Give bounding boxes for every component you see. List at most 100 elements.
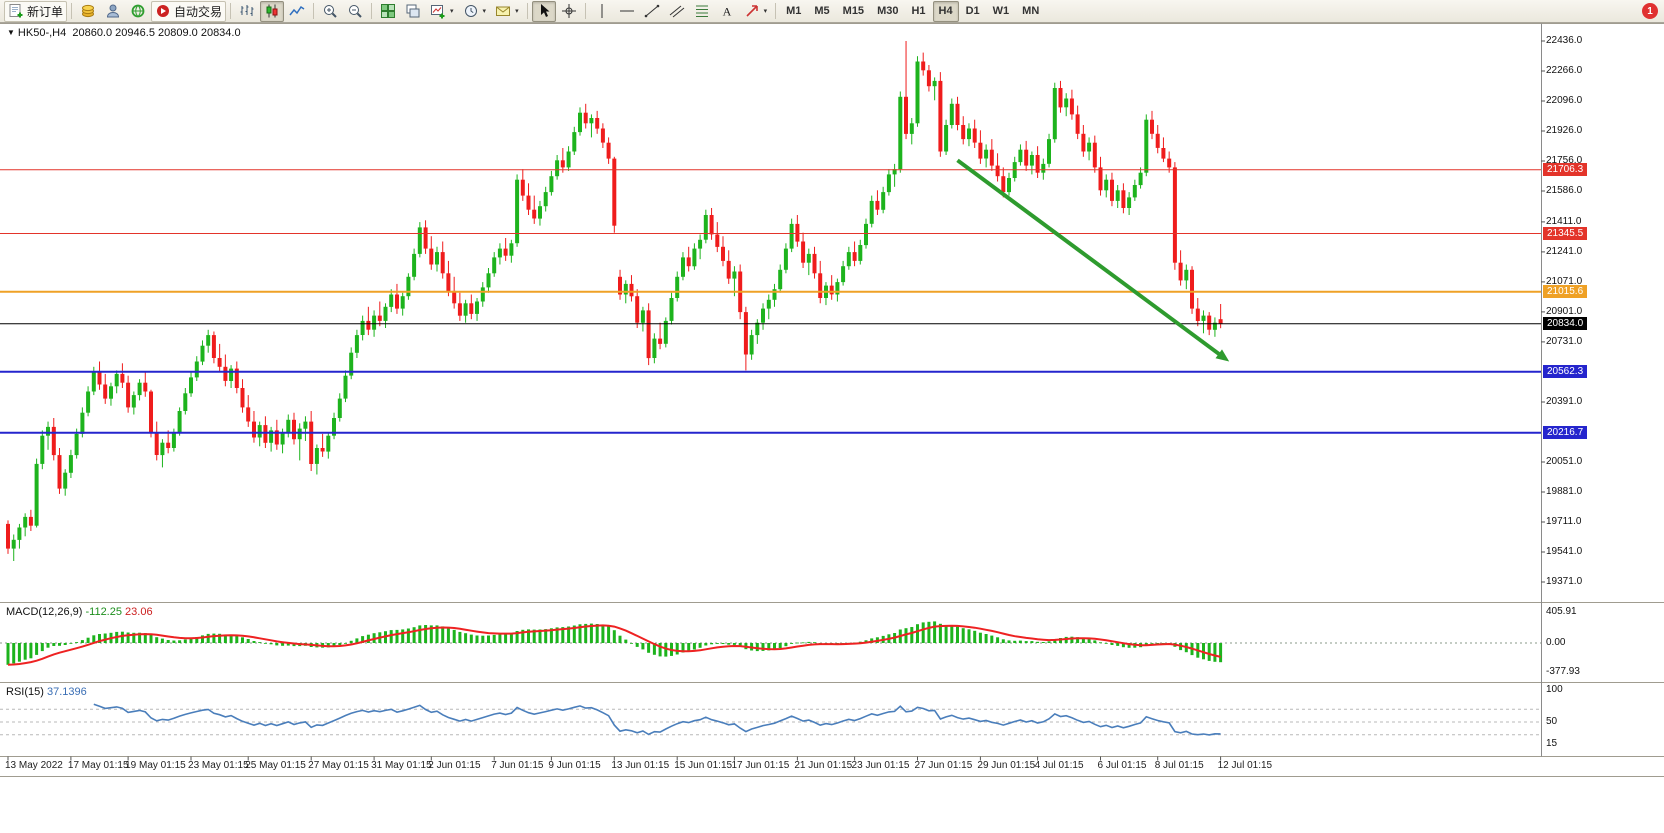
- macd-name: MACD(12,26,9): [6, 606, 83, 618]
- timeframe-d1-button[interactable]: D1: [965, 5, 980, 17]
- price-badge-21345.5: 21345.5: [1543, 226, 1588, 240]
- time-axis-label: 13 Jun 01:15: [611, 760, 670, 771]
- horizontal-line-icon: [619, 3, 635, 19]
- line-chart-icon: [289, 3, 305, 19]
- rsi-name: RSI(15): [6, 686, 44, 698]
- candlestick-mode-button[interactable]: [260, 0, 285, 22]
- ohlc-open: 20860.0: [72, 27, 113, 39]
- channel-icon: [669, 3, 685, 19]
- zoom-in-button[interactable]: [318, 1, 342, 22]
- envelope-icon: [495, 3, 511, 19]
- time-axis-label: 29 Jun 01:15: [977, 760, 1036, 771]
- time-axis-label: 13 May 2022: [5, 760, 63, 771]
- time-axis-label: 6 Jul 01:15: [1097, 760, 1147, 771]
- price-badge-20216.7: 20216.7: [1543, 426, 1588, 440]
- dropdown-caret-icon: ▾: [515, 8, 519, 15]
- ohlc-low: 20809.0: [158, 27, 198, 39]
- accounts-button[interactable]: [101, 1, 125, 22]
- price-scale-label: 21241.0: [1546, 245, 1583, 257]
- new-chart-button[interactable]: ▾: [426, 1, 458, 22]
- time-axis-label: 27 Jun 01:15: [914, 760, 973, 771]
- line-chart-mode-button[interactable]: [285, 1, 309, 22]
- timeframe-h1-button[interactable]: H1: [911, 5, 926, 17]
- tile-windows-button[interactable]: [376, 1, 400, 22]
- rsi-value: 37.1396: [46, 686, 87, 698]
- time-axis-label: 17 May 01:15: [67, 760, 129, 771]
- profiles-button[interactable]: ▾: [459, 1, 491, 22]
- timeframe-m5-button[interactable]: M5: [814, 5, 830, 17]
- time-axis-label: 25 May 01:15: [245, 760, 306, 771]
- cursor-icon: [536, 3, 552, 19]
- auto-trading-button-label: 自动交易: [174, 4, 223, 19]
- price-scale-label: 20901.0: [1546, 305, 1583, 317]
- ohlc-high: 20946.5: [115, 27, 155, 39]
- time-axis-label: 31 May 01:15: [371, 760, 432, 771]
- market-watch-button[interactable]: [76, 1, 100, 22]
- trend-arrow-object[interactable]: [956, 158, 1230, 362]
- zoom-out-button[interactable]: [343, 1, 367, 22]
- time-axis-label: 19 May 01:15: [125, 760, 186, 771]
- time-axis-label: 4 Jul 01:15: [1034, 760, 1084, 771]
- time-axis-label: 12 Jul 01:15: [1217, 760, 1273, 771]
- fibonacci-button[interactable]: [690, 1, 714, 22]
- toolbar-separator: [230, 3, 232, 19]
- toolbar-separator: [371, 3, 373, 19]
- price-scale-label: 21586.0: [1546, 185, 1583, 197]
- arrows-button[interactable]: ▾: [740, 1, 772, 22]
- chart-ohlc-header: ▼ HK50-,H4 20860.0 20946.5 20809.0 20834.…: [7, 27, 241, 39]
- timeframe-h4-button[interactable]: H4: [932, 0, 959, 22]
- text-button[interactable]: A: [715, 1, 739, 22]
- price-scale-label: 19711.0: [1546, 515, 1582, 527]
- new-order-button[interactable]: 新订单: [4, 0, 68, 22]
- timeframe-w1-button[interactable]: W1: [992, 5, 1010, 17]
- chart-dropdown-icon[interactable]: ▼: [7, 28, 15, 37]
- chart-symbol-period: HK50-,H4: [17, 27, 67, 39]
- new-order-button-label: 新订单: [27, 4, 64, 19]
- trendline-button[interactable]: [640, 1, 664, 22]
- vertical-line-icon: [594, 3, 610, 19]
- svg-text:A: A: [722, 5, 731, 19]
- macd-scale-label: -377.93: [1546, 665, 1580, 677]
- toolbar-separator: [775, 3, 777, 19]
- candlesticks-icon: [264, 3, 280, 19]
- price-scale-label: 19881.0: [1546, 485, 1583, 497]
- macd-histogram: [6, 621, 1223, 665]
- globe-icon: [130, 3, 146, 19]
- time-axis-label: 23 Jun 01:15: [851, 760, 910, 771]
- timeframe-mn-button[interactable]: MN: [1022, 5, 1040, 17]
- macd-indicator-label: MACD(12,26,9) -112.25 23.06: [6, 606, 153, 618]
- notification-badge[interactable]: 1: [1642, 3, 1658, 19]
- crosshair-button[interactable]: [557, 1, 581, 22]
- candlesticks: [6, 41, 1223, 561]
- price-badge-20834.0: 20834.0: [1543, 317, 1588, 331]
- horizontal-line-button[interactable]: [615, 1, 639, 22]
- bar-chart-mode-button[interactable]: [235, 1, 259, 22]
- channel-button[interactable]: [665, 1, 689, 22]
- macd-value: -112.25: [85, 606, 122, 618]
- cascade-windows-button[interactable]: [401, 1, 425, 22]
- price-badge-21706.3: 21706.3: [1543, 163, 1588, 177]
- dropdown-caret-icon: ▾: [482, 8, 487, 15]
- time-axis-label: 21 Jun 01:15: [794, 760, 853, 771]
- ohlc-close: 20834.0: [200, 27, 241, 39]
- cursor-button[interactable]: [531, 0, 556, 22]
- price-scale-label: 22436.0: [1546, 35, 1583, 46]
- price-scale-label: 21756.0: [1546, 155, 1583, 167]
- timeframe-m30-button[interactable]: M30: [877, 5, 899, 17]
- price-scale-label: 20391.0: [1546, 395, 1583, 407]
- auto-trading-button[interactable]: 自动交易: [151, 0, 227, 22]
- zoom-out-icon: [347, 3, 363, 19]
- dropdown-caret-icon: ▾: [450, 8, 454, 15]
- mailbox-button[interactable]: ▾: [491, 1, 523, 22]
- price-scale-label: 21071.0: [1546, 275, 1583, 287]
- autotrading-icon: [155, 3, 171, 19]
- timeframe-m1-button[interactable]: M1: [786, 5, 802, 17]
- community-button[interactable]: [126, 1, 150, 22]
- gold-coins-icon: [80, 3, 96, 19]
- timeframe-m15-button[interactable]: M15: [842, 5, 865, 17]
- time-axis-label: 27 May 01:15: [308, 760, 369, 771]
- vertical-line-button[interactable]: [590, 1, 614, 22]
- rsi-scale-label: 50: [1546, 716, 1558, 727]
